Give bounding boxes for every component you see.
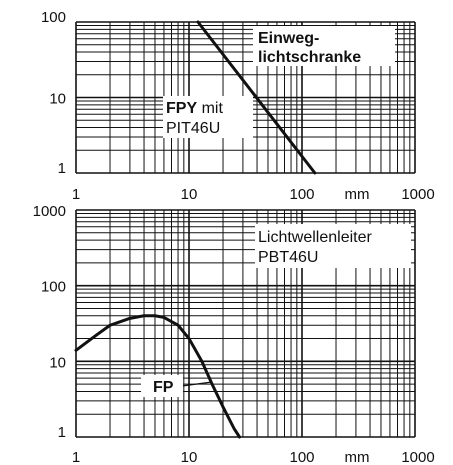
x-tick-label: 1 [72, 449, 80, 465]
x-tick-label: 10 [181, 449, 198, 465]
x-unit-label: mm [345, 449, 370, 465]
series-label-bold: FPY [166, 100, 197, 117]
x-tick-label: 100 [289, 186, 314, 203]
annotation-title-line1: Einweg- [258, 30, 319, 47]
grid-bottom [75, 209, 416, 438]
series-bottom [74, 314, 242, 439]
y-tick-label: 10 [49, 354, 66, 371]
y-tick-label: 1 [58, 160, 66, 177]
x-tick-label: 1 [72, 186, 80, 203]
annotation-series-line2: PIT46U [166, 120, 220, 137]
ticks-top: 1 10 100 1000 mm 1 10 100 [41, 9, 435, 203]
annotation-box-top-right [253, 26, 395, 66]
x-tick-label: 1000 [401, 449, 434, 465]
series-line [196, 20, 317, 175]
y-tick-label: 100 [41, 9, 66, 26]
y-tick-label: 1 [58, 424, 66, 441]
x-unit-label: mm [345, 186, 370, 203]
series-line [74, 314, 242, 439]
annotation-leader-fp [181, 381, 213, 387]
y-tick-label: 100 [41, 279, 66, 296]
annotation-bottom-line1: Lichtwellenleiter [258, 229, 373, 246]
x-tick-label: 1000 [401, 186, 434, 203]
x-tick-label: 100 [289, 449, 314, 465]
annotation-series-line1: FPY mit [166, 100, 223, 117]
annotation-title-line2: lichtschranke [258, 49, 361, 66]
series-top [196, 20, 317, 175]
y-tick-label: 10 [49, 91, 66, 108]
annotation-box-series [163, 96, 253, 138]
annotation-fp-label: FP [153, 379, 174, 396]
series-label-suffix: mit [197, 100, 223, 117]
annotation-bottom-line2: PBT46U [258, 249, 318, 266]
annotation-box-bottom-right [255, 224, 411, 268]
x-tick-label: 10 [181, 186, 198, 203]
y-tick-label: 1000 [33, 203, 66, 220]
annotation-box-fp [141, 375, 183, 397]
ticks-bottom: 1 10 100 1000 mm 1 10 100 1000 [33, 203, 435, 465]
chart-bottom: 1 10 100 1000 mm 1 10 100 1000 Lichtwellenleiter… [33, 203, 435, 465]
